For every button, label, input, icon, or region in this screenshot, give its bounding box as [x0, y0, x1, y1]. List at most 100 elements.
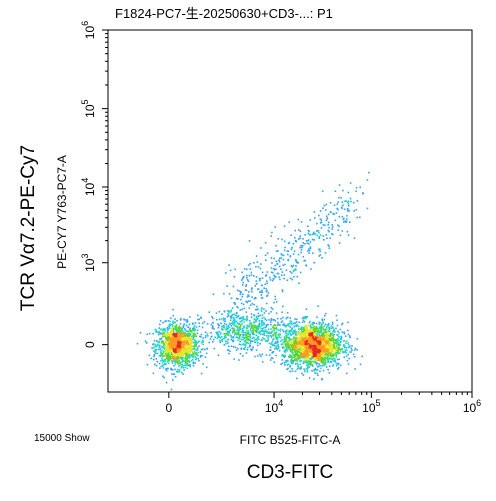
event-dot — [172, 360, 175, 362]
event-dot — [308, 333, 310, 335]
event-dot — [331, 321, 334, 324]
event-dot — [328, 328, 331, 331]
event-dot — [315, 326, 318, 328]
event-dot — [319, 334, 321, 337]
event-dot — [333, 333, 336, 336]
event-dot — [154, 345, 156, 348]
event-dot — [192, 348, 194, 350]
event-dot — [323, 341, 325, 344]
event-dot — [289, 333, 291, 335]
event-dot — [342, 189, 344, 192]
event-dot — [295, 240, 298, 243]
event-dot — [287, 346, 290, 349]
event-dot — [329, 202, 332, 204]
event-dot — [242, 328, 244, 330]
event-dot — [327, 330, 330, 333]
event-dot — [274, 337, 277, 339]
event-dot — [192, 337, 195, 339]
event-dot — [288, 331, 290, 333]
event-dot — [181, 336, 184, 338]
event-dot — [164, 341, 166, 343]
event-dot — [237, 336, 239, 339]
event-dot — [300, 328, 302, 330]
event-dot — [201, 348, 204, 350]
event-dot — [323, 347, 326, 349]
event-dot — [308, 331, 310, 333]
event-dot — [260, 309, 263, 311]
event-dot — [178, 360, 180, 362]
event-dot — [293, 354, 295, 356]
event-dot — [237, 315, 240, 317]
event-dot — [269, 346, 272, 349]
event-dot — [334, 347, 337, 350]
event-dot — [194, 339, 197, 342]
event-dot — [182, 331, 184, 333]
event-dot — [225, 343, 227, 345]
event-dot — [256, 355, 259, 357]
event-dot — [315, 330, 318, 333]
event-dot — [336, 345, 338, 347]
event-dot — [338, 196, 340, 199]
event-dot — [304, 353, 307, 355]
event-dot — [245, 285, 247, 287]
event-dot — [154, 344, 157, 346]
event-dot — [270, 235, 272, 237]
event-dot — [180, 317, 182, 320]
event-dot — [311, 363, 313, 366]
event-dot — [328, 345, 331, 348]
event-dot — [333, 353, 335, 355]
event-dot — [168, 356, 171, 359]
event-dot — [244, 318, 247, 321]
event-dot — [317, 336, 319, 338]
event-dot — [302, 360, 305, 363]
event-dot — [234, 321, 236, 324]
event-dot — [315, 346, 317, 348]
event-dot — [301, 335, 303, 338]
event-dot — [278, 265, 281, 268]
event-dot — [242, 316, 244, 318]
event-dot — [319, 364, 321, 367]
event-dot — [284, 263, 286, 266]
event-dot — [228, 264, 230, 266]
event-dot — [188, 355, 191, 357]
event-dot — [154, 363, 156, 366]
event-dot — [306, 242, 309, 244]
event-dot — [276, 348, 279, 350]
event-dot — [300, 221, 303, 223]
event-dot — [289, 326, 292, 328]
event-dot — [297, 253, 300, 256]
event-dot — [171, 342, 173, 345]
event-dot — [313, 327, 315, 330]
event-dot — [246, 315, 248, 318]
event-dot — [243, 348, 246, 351]
event-dot — [192, 356, 194, 359]
event-dot — [326, 350, 328, 353]
event-dot — [312, 348, 314, 350]
event-dot — [276, 317, 279, 320]
event-dot — [325, 338, 327, 340]
event-dot — [250, 349, 253, 352]
event-dot — [183, 340, 186, 343]
event-dot — [249, 300, 251, 302]
event-dot — [299, 349, 301, 351]
event-dot — [282, 264, 284, 267]
event-dot — [154, 328, 157, 331]
event-dot — [302, 356, 305, 359]
event-dot — [264, 254, 267, 256]
event-dot — [333, 329, 335, 332]
event-dot — [189, 349, 192, 352]
event-dot — [248, 275, 251, 277]
event-dot — [309, 233, 312, 236]
event-dot — [159, 351, 162, 353]
event-dot — [340, 338, 342, 340]
event-dot — [255, 331, 258, 334]
event-dot — [172, 331, 174, 334]
event-dot — [233, 358, 235, 360]
event-dot — [171, 362, 174, 364]
event-dot — [298, 350, 300, 353]
event-dot — [277, 344, 279, 346]
event-dot — [279, 330, 282, 332]
event-dot — [298, 338, 301, 341]
event-dot — [263, 321, 265, 324]
event-dot — [193, 327, 196, 330]
